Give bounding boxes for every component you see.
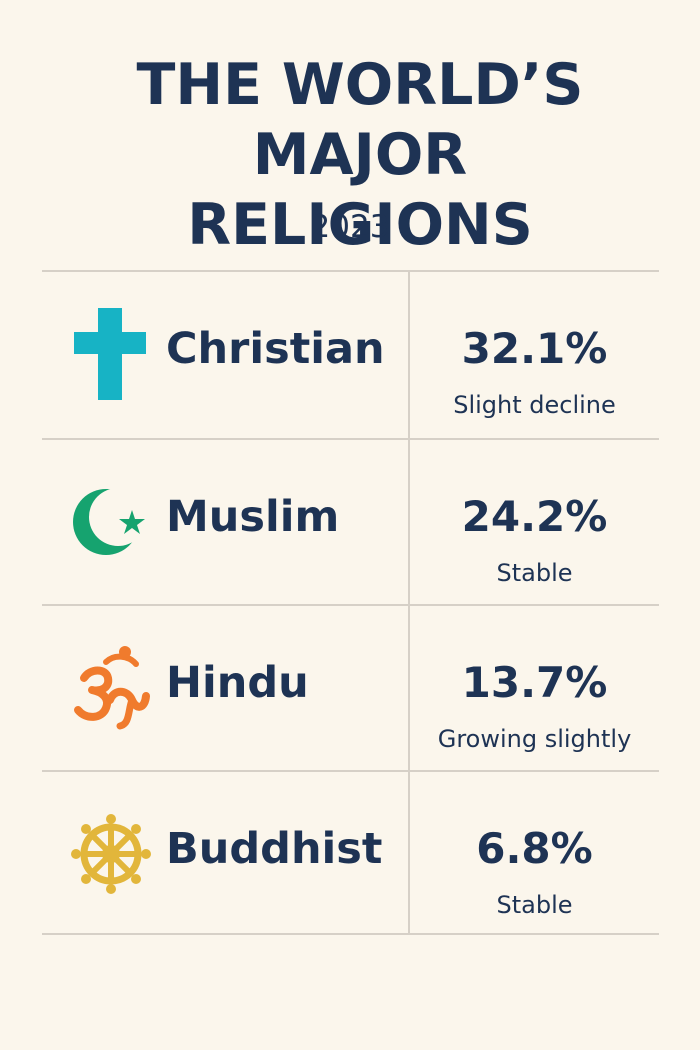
religion-trend: Slight decline bbox=[453, 391, 616, 419]
religion-trend: Growing slightly bbox=[437, 725, 632, 753]
religion-percent: 13.7% bbox=[461, 658, 608, 707]
religions-table: Christian 32.1% Slight decline Muslim 24… bbox=[42, 270, 659, 935]
religion-name: Buddhist bbox=[166, 824, 383, 874]
religion-name: Christian bbox=[166, 324, 385, 374]
page-title: THE WORLD’S MAJOR RELIGIONS bbox=[40, 50, 680, 260]
religion-trend: Stable bbox=[496, 559, 573, 587]
religion-percent: 24.2% bbox=[461, 492, 608, 541]
religion-name: Hindu bbox=[166, 658, 309, 708]
column-divider bbox=[408, 272, 410, 933]
religion-row-muslim: Muslim 24.2% Stable bbox=[42, 438, 659, 604]
religion-percent: 6.8% bbox=[476, 824, 593, 873]
religion-name: Muslim bbox=[166, 492, 340, 542]
religion-percent: 32.1% bbox=[461, 324, 608, 373]
cross-icon bbox=[70, 306, 152, 402]
dharma-wheel-icon bbox=[70, 806, 152, 902]
title-line-1: THE WORLD’S MAJOR bbox=[136, 52, 584, 188]
crescent-star-icon bbox=[70, 474, 152, 570]
om-icon bbox=[70, 640, 152, 736]
title-line-2: RELIGIONS bbox=[187, 192, 533, 258]
religion-trend: Stable bbox=[496, 891, 573, 919]
religion-row-christian: Christian 32.1% Slight decline bbox=[42, 272, 659, 438]
religion-row-buddhist: Buddhist 6.8% Stable bbox=[42, 770, 659, 936]
religion-row-hindu: Hindu 13.7% Growing slightly bbox=[42, 604, 659, 770]
year-label: 2023 bbox=[310, 209, 390, 245]
